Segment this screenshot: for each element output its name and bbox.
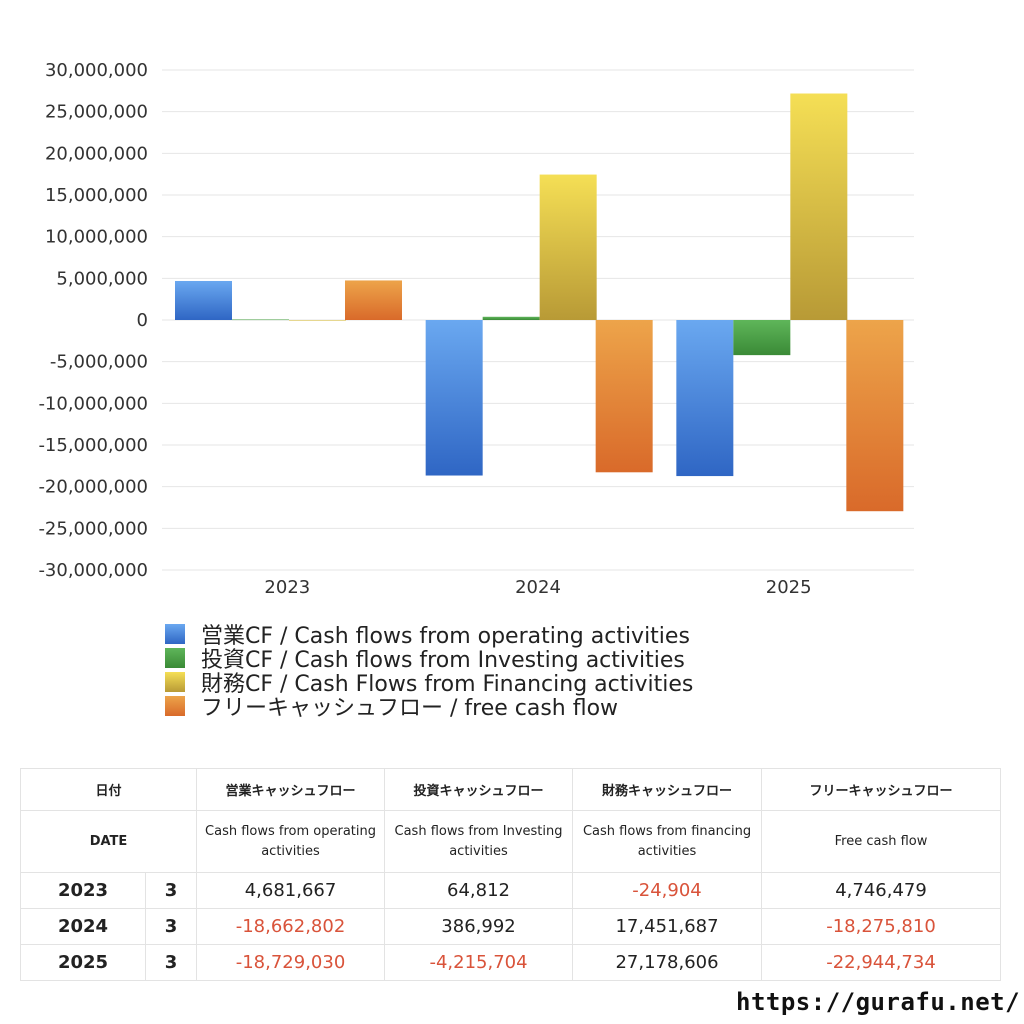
row-op: 4,681,667 [196,872,386,909]
y-tick-label: 30,000,000 [45,60,148,81]
y-tick-label: -10,000,000 [38,393,148,414]
y-tick-label: 0 [137,310,148,331]
row-free: 4,746,479 [761,872,1002,909]
bar-operating-2024 [425,320,483,476]
header-fin-jp: 財務キャッシュフロー [572,768,763,811]
row-inv: 64,812 [384,872,574,909]
bar-investing-2024 [482,316,540,320]
legend-swatch-operating [165,624,185,644]
x-tick-label: 2024 [515,577,561,598]
table-header-en: DATE Cash flows from operating activitie… [19,810,1002,873]
row-inv: 386,992 [384,908,574,945]
bar-investing-2025 [733,320,791,356]
y-tick-label: -5,000,000 [50,352,148,373]
legend-label-financing: 財務CF / Cash Flows from Financing activit… [201,672,694,697]
header-op-jp: 営業キャッシュフロー [196,768,386,811]
row-year: 2024 [20,908,146,945]
bars [175,93,904,512]
legend-item-free: フリーキャッシュフロー / free cash flow [165,694,693,721]
y-tick-label: 5,000,000 [56,268,148,289]
cash-flow-table: 日付 営業キャッシュフロー 投資キャッシュフロー 財務キャッシュフロー フリーキ… [19,768,1002,981]
bar-free-2025 [846,320,904,512]
table-row: 2024 3 -18,662,802 386,992 17,451,687 -1… [20,908,1002,945]
table-row: 2023 3 4,681,667 64,812 -24,904 4,746,47… [20,872,1002,909]
y-tick-label: -30,000,000 [38,560,148,581]
row-fin: -24,904 [572,872,763,909]
legend-label-operating: 営業CF / Cash flows from operating activit… [201,624,690,649]
bar-operating-2023 [175,280,232,320]
legend: 営業CF / Cash flows from operating activit… [165,622,693,721]
table-header-jp: 日付 営業キャッシュフロー 投資キャッシュフロー 財務キャッシュフロー フリーキ… [19,768,1002,811]
y-axis-ticks: 30,000,000 25,000,000 20,000,000 15,000,000… [38,60,148,581]
bar-investing-2023 [232,319,289,321]
legend-label-free: フリーキャッシュフロー / free cash flow [201,696,619,721]
row-free: -22,944,734 [761,944,1002,981]
row-fin: 27,178,606 [572,944,763,981]
row-year: 2025 [20,944,146,981]
header-op-en: Cash flows from operating activities [196,810,386,873]
y-tick-label: -15,000,000 [38,435,148,456]
row-op: -18,662,802 [196,908,386,945]
legend-item-investing: 投資CF / Cash flows from Investing activit… [165,646,693,673]
bar-free-2023 [345,280,402,320]
bar-financing-2025 [790,93,848,320]
header-fin-en: Cash flows from financing activities [572,810,763,873]
bar-financing-2024 [539,174,597,320]
legend-item-operating: 営業CF / Cash flows from operating activit… [165,622,693,649]
x-axis-ticks: 2023 2024 2025 [264,577,811,598]
bar-operating-2025 [676,320,734,477]
x-tick-label: 2023 [264,577,310,598]
y-tick-label: 20,000,000 [45,143,148,164]
legend-swatch-free [165,696,185,716]
legend-swatch-financing [165,672,185,692]
header-inv-en: Cash flows from Investing activities [384,810,574,873]
header-date-jp: 日付 [19,768,198,811]
row-year: 2023 [20,872,146,909]
cash-flow-bar-chart: 30,000,000 25,000,000 20,000,000 15,000,000… [38,60,914,598]
legend-label-investing: 投資CF / Cash flows from Investing activit… [201,648,685,673]
row-month: 3 [144,872,198,909]
legend-item-financing: 財務CF / Cash Flows from Financing activit… [165,670,693,697]
legend-swatch-investing [165,648,185,668]
y-tick-label: 25,000,000 [45,102,148,123]
header-free-jp: フリーキャッシュフロー [761,768,1002,811]
y-tick-label: 15,000,000 [45,185,148,206]
grid-lines [162,69,914,571]
source-url[interactable]: https://gurafu.net/ [736,988,1021,1016]
header-date-en: DATE [19,810,198,873]
header-free-en: Free cash flow [761,810,1002,873]
y-tick-label: 10,000,000 [45,227,148,248]
row-inv: -4,215,704 [384,944,574,981]
header-inv-jp: 投資キャッシュフロー [384,768,574,811]
row-op: -18,729,030 [196,944,386,981]
row-fin: 17,451,687 [572,908,763,945]
table-row: 2025 3 -18,729,030 -4,215,704 27,178,606… [20,944,1002,981]
y-tick-label: -20,000,000 [38,477,148,498]
bar-free-2024 [595,320,653,473]
row-month: 3 [144,944,198,981]
x-tick-label: 2025 [766,577,812,598]
row-free: -18,275,810 [761,908,1002,945]
row-month: 3 [144,908,198,945]
bar-financing-2023 [289,320,346,321]
y-tick-label: -25,000,000 [38,518,148,539]
